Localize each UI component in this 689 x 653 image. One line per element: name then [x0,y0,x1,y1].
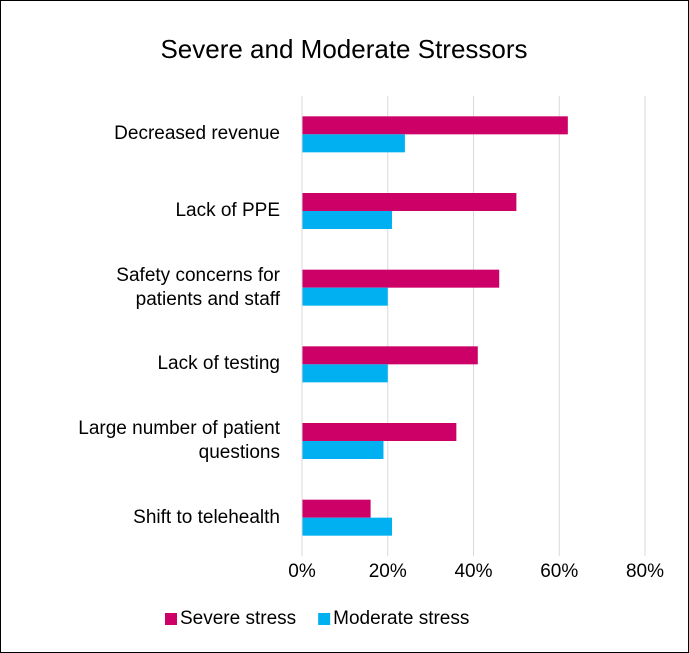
bar [302,346,478,365]
bar [302,441,384,459]
x-tick-label: 80% [626,561,664,582]
bar [302,134,405,153]
legend-label: Moderate stress [333,608,469,629]
bar [302,499,371,518]
legend-swatch [165,613,177,625]
bar [302,423,457,441]
legend-label: Severe stress [180,608,296,629]
bar [302,211,393,229]
x-tick-label: 0% [288,561,316,582]
bar [302,116,568,135]
y-tick-label: Safety concerns for patients and staff [116,264,280,310]
bar [302,517,393,536]
y-tick-label: Lack of testing [157,353,280,375]
bar [302,364,388,383]
bar [302,269,500,288]
bar [302,193,517,211]
chart-title: Severe and Moderate Stressors [160,34,527,64]
y-tick-label: Lack of PPE [175,200,280,221]
x-tick-label: 60% [540,561,578,582]
x-tick-label: 20% [369,561,407,582]
x-tick-label: 40% [454,561,492,582]
bar [302,287,388,306]
y-tick-label: Shift to telehealth [133,506,280,528]
legend-swatch [318,613,331,625]
y-tick-label: Large number of patient questions [78,418,280,463]
y-tick-label: Decreased revenue [114,123,280,145]
